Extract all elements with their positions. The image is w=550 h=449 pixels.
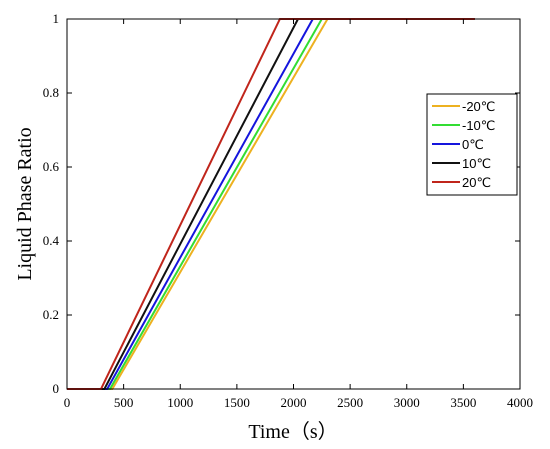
- y-tick-label: 0.6: [43, 159, 60, 174]
- x-axis-title: Time（s）: [248, 420, 337, 443]
- x-tick-label: 2500: [337, 395, 363, 410]
- x-tick-label: 4000: [507, 395, 533, 410]
- x-tick-label: 2000: [281, 395, 307, 410]
- y-tick-label: 0: [53, 381, 60, 396]
- y-tick-label: 0.2: [43, 307, 59, 322]
- y-tick-label: 1: [53, 11, 60, 26]
- tick-layer: 0 500 1000 1500 2000 2500 3000 3500 4000 0 0.2 0.4 0…: [43, 11, 533, 410]
- legend: -20℃ -10℃ 0℃ 10℃ 20℃: [426, 93, 518, 196]
- legend-label-3: 10℃: [462, 156, 491, 171]
- x-tick-label: 1500: [224, 395, 250, 410]
- x-tick-label: 3000: [394, 395, 420, 410]
- legend-label-1: -10℃: [462, 118, 495, 133]
- x-tick-label: 500: [114, 395, 134, 410]
- x-tick-label: 3500: [450, 395, 476, 410]
- legend-label-2: 0℃: [462, 137, 484, 152]
- y-axis-title: Liquid Phase Ratio: [14, 127, 36, 280]
- y-tick-label: 0.8: [43, 85, 59, 100]
- plot-background: [67, 19, 520, 389]
- x-tick-label: 1000: [167, 395, 193, 410]
- legend-label-4: 20℃: [462, 175, 491, 190]
- y-tick-label: 0.4: [43, 233, 60, 248]
- x-tick-label: 0: [64, 395, 71, 410]
- legend-label-0: -20℃: [462, 99, 495, 114]
